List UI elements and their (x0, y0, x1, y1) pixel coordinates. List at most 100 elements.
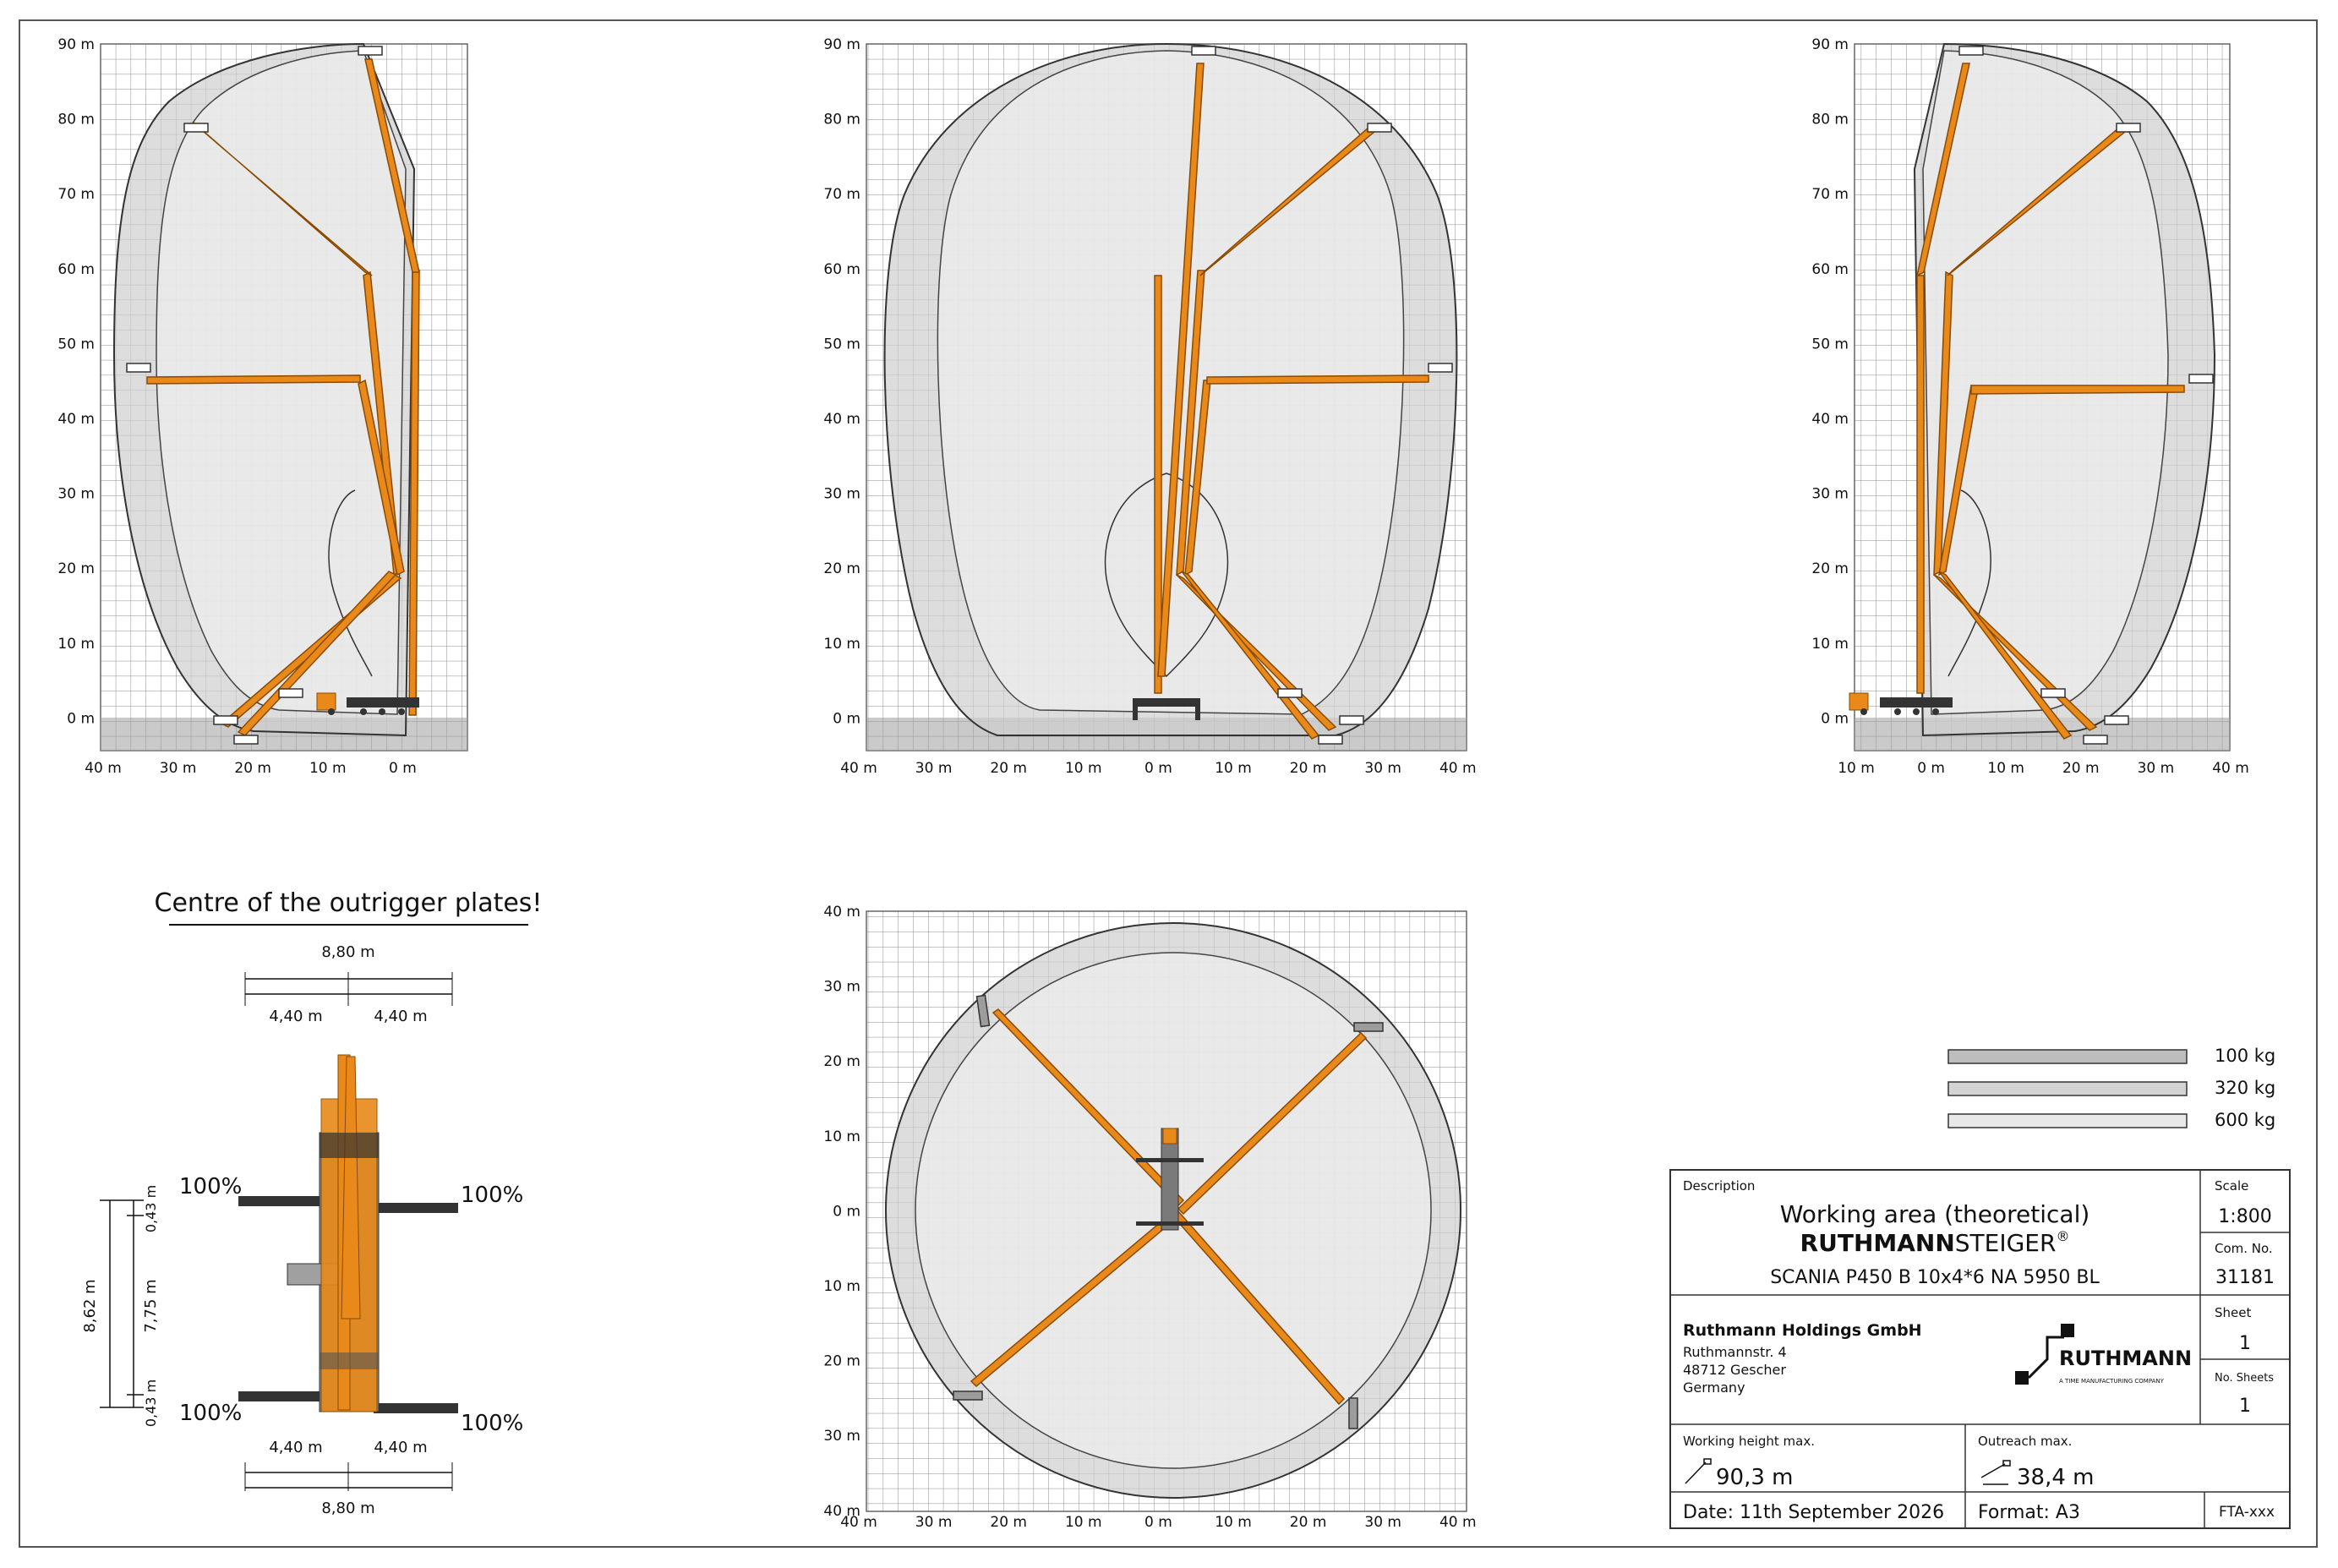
baskets (1191, 46, 1453, 745)
y-tick-label: 20 m (823, 560, 860, 577)
dim-top-total: 8,80 m (321, 943, 374, 961)
outrigger-truck (238, 1054, 458, 1413)
y-tick-label: 80 m (57, 112, 95, 128)
y-tick-label: 10 m (823, 636, 860, 653)
x-tick-label: 10 m (1987, 760, 2024, 777)
y-tick-label: 60 m (1811, 261, 1849, 278)
x-tick-label: 20 m (990, 1514, 1027, 1531)
description-label: Description (1683, 1178, 1755, 1194)
y-tick-label: 40 m (823, 411, 860, 428)
format-field: Format: A3 (1978, 1502, 2080, 1523)
boom-positions (970, 1008, 1368, 1406)
x-tick-label: 40 m (2212, 760, 2249, 777)
dim-bottom-right: 4,40 m (374, 1439, 427, 1456)
dim-bottom-left: 4,40 m (269, 1439, 322, 1456)
brand-light: STEIGER (1955, 1229, 2057, 1257)
x-tick-label: 20 m (1290, 1514, 1327, 1531)
boom-positions (146, 58, 420, 736)
y-tick-label: 30 m (1811, 486, 1849, 503)
y-tick-label: 60 m (823, 261, 860, 278)
load-legend: 100 kg 320 kg 600 kg (1947, 1046, 2275, 1130)
scale-label: Scale (2215, 1178, 2248, 1194)
legend-label: 100 kg (2215, 1046, 2275, 1066)
load-bottom-right: 100% (461, 1411, 523, 1436)
truck (316, 692, 419, 715)
sheets-value: 1 (2239, 1396, 2251, 1417)
title-block: Description Working area (theoretical) R… (1669, 1169, 2291, 1529)
brand-bold: RUTHMANN (1800, 1229, 1955, 1257)
x-tick-label: 0 m (1144, 760, 1172, 777)
company-city: 48712 Gescher (1683, 1362, 1786, 1378)
dim-top-right: 4,40 m (374, 1008, 427, 1025)
height-label: Working height max. (1683, 1434, 1815, 1449)
y-axis-labels: 90 m 80 m 70 m 60 m 50 m 40 m 30 m 20 m 10 m 0 m (1811, 36, 1849, 727)
boom-vertical-upper (364, 58, 420, 273)
legend-label: 320 kg (2215, 1078, 2275, 1098)
ruthmann-logo: RUTHMANN A TIME MANUFACTURING COMPANY (2015, 1324, 2192, 1385)
x-tick-label: 20 m (234, 760, 271, 777)
boom-mid-b (358, 379, 405, 576)
y-tick-label: 30 m (57, 486, 95, 503)
x-tick-label: 40 m (1439, 1514, 1477, 1531)
y-axis-labels: 90 m 80 m 70 m 60 m 50 m 40 m 30 m 20 m 10 m 0 m (823, 36, 860, 727)
x-tick-label: 10 m (1215, 760, 1252, 777)
y-tick-label: 0 m (67, 710, 95, 727)
x-tick-label: 10 m (1065, 760, 1102, 777)
y-axis-labels: 40 m 30 m 20 m 10 m 0 m 10 m 20 m 30 m 40 m (823, 904, 860, 1520)
y-tick-label: 20 m (57, 560, 95, 577)
y-tick-label: 30 m (823, 486, 860, 503)
dim-top-left: 4,40 m (269, 1008, 322, 1025)
inner-reach-curve (1947, 489, 1991, 677)
com-value: 31181 (2215, 1267, 2275, 1288)
y-tick-label: 20 m (1811, 560, 1849, 577)
legend-label: 600 kg (2215, 1110, 2275, 1130)
outreach-icon (1980, 1460, 2011, 1485)
sheet-value: 1 (2239, 1333, 2251, 1354)
brand-name: RUTHMANNSTEIGER® (1800, 1228, 2070, 1257)
x-tick-label: 0 m (1917, 760, 1945, 777)
brand-registered: ® (2056, 1228, 2069, 1244)
y-tick-label: 20 m (823, 1353, 860, 1370)
top-view: 40 m 30 m 20 m 10 m 0 m 10 m 20 m 30 m 40 m 40 m… (823, 904, 1476, 1531)
y-tick-label: 70 m (1811, 186, 1849, 203)
dim-total-length: 8,62 m (81, 1279, 99, 1332)
dim-lower-offset: 0,43 m (143, 1380, 159, 1427)
zone-inner (1922, 50, 2169, 715)
x-tick-label: 30 m (1364, 1514, 1401, 1531)
x-tick-label: 20 m (2062, 760, 2100, 777)
y-tick-label: 0 m (1821, 710, 1849, 727)
date-field: Date: 11th September 2026 (1683, 1502, 1944, 1523)
x-tick-label: 30 m (1364, 760, 1401, 777)
x-tick-label: 10 m (309, 760, 347, 777)
side-view-right: 90 m80 m70 m60 m50 m40 m30 m20 m10 m0 m … (1811, 36, 2248, 777)
x-tick-label: 30 m (915, 760, 953, 777)
x-axis-labels: 40 m 30 m 20 m 10 m 0 m 10 m 20 m 30 m 40 m (840, 760, 1476, 777)
outrigger-diagram: Centre of the outrigger plates! 8,80 m 4… (81, 888, 542, 1517)
y-tick-label: 30 m (823, 1428, 860, 1445)
truck-front (1133, 698, 1200, 720)
y-tick-label: 80 m (823, 112, 860, 128)
x-tick-label: 0 m (389, 760, 417, 777)
x-tick-label: 20 m (990, 760, 1027, 777)
x-tick-label: 40 m (840, 1514, 877, 1531)
y-tick-label: 50 m (1811, 336, 1849, 352)
load-bottom-left: 100% (179, 1401, 242, 1426)
x-tick-label: 30 m (160, 760, 197, 777)
y-axis-labels: 90 m 80 m 70 m 60 m 50 m 40 m 30 m 20 m 10 m 0 m (57, 36, 95, 727)
scale-value: 1:800 (2218, 1206, 2271, 1227)
x-tick-label: 40 m (840, 760, 877, 777)
dim-middle: 7,75 m (142, 1279, 160, 1332)
y-tick-label: 80 m (1811, 112, 1849, 128)
y-tick-label: 10 m (823, 1278, 860, 1295)
y-tick-label: 90 m (1811, 36, 1849, 53)
y-tick-label: 90 m (57, 36, 95, 53)
sheets-label: No. Sheets (2215, 1372, 2274, 1385)
y-tick-label: 10 m (1811, 636, 1849, 653)
y-tick-label: 20 m (823, 1053, 860, 1070)
sheet-border (19, 19, 2318, 1548)
y-tick-label: 60 m (57, 261, 95, 278)
company-name: Ruthmann Holdings GmbH (1683, 1321, 1922, 1340)
legend-swatch (1947, 1113, 2188, 1128)
legend-swatch (1947, 1081, 2188, 1096)
sheet-label: Sheet (2215, 1305, 2251, 1320)
